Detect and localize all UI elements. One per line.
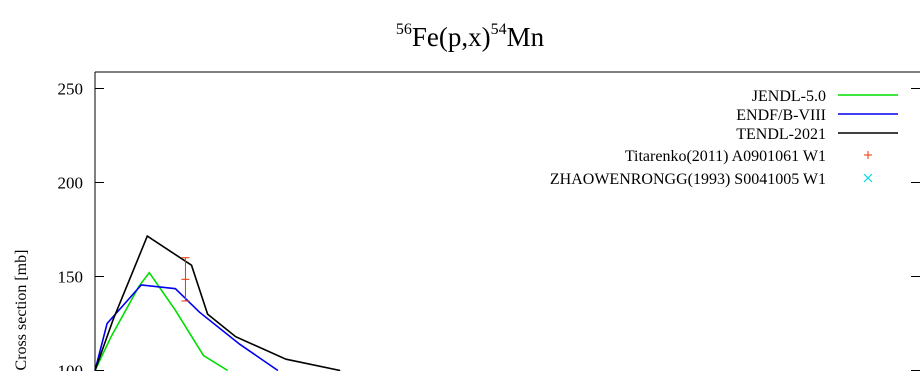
chart-title: 56Fe(p,x)54Mn bbox=[396, 21, 545, 52]
legend-label: TENDL-2021 bbox=[736, 126, 826, 143]
series-line-endf-b-viii bbox=[94, 284, 279, 371]
legend-label: ZHAOWENRONGG(1993) S0041005 W1 bbox=[550, 171, 826, 188]
plot-frame bbox=[94, 71, 920, 371]
legend-swatch-cross bbox=[863, 173, 873, 183]
legend: JENDL-5.0 ENDF/B-VIII TENDL-2021 Titarenko(… bbox=[550, 88, 898, 188]
series-line-tendl-2021 bbox=[94, 234, 341, 371]
title-tail: Mn bbox=[507, 22, 545, 52]
y-tick-label: 250 bbox=[58, 80, 84, 99]
y-tick-label: 150 bbox=[58, 268, 84, 287]
y-axis-ticks: 100 150 200 250 bbox=[58, 80, 920, 371]
title-post-superscript: 54 bbox=[491, 21, 507, 38]
title-pre-superscript: 56 bbox=[396, 21, 412, 38]
series-line-jendl-5-0 bbox=[94, 271, 229, 371]
y-axis-label: Cross section [mb] bbox=[13, 250, 30, 371]
legend-label: ENDF/B-VIII bbox=[736, 107, 826, 124]
data-point-titarenko bbox=[181, 257, 190, 302]
y-tick-label: 100 bbox=[58, 362, 84, 371]
legend-swatch-plus bbox=[864, 151, 872, 159]
legend-label: JENDL-5.0 bbox=[752, 88, 826, 105]
title-base: Fe(p,x) bbox=[412, 22, 491, 52]
y-tick-label: 200 bbox=[58, 174, 84, 193]
legend-label: Titarenko(2011) A0901061 W1 bbox=[625, 148, 826, 165]
series-lines bbox=[94, 234, 341, 371]
